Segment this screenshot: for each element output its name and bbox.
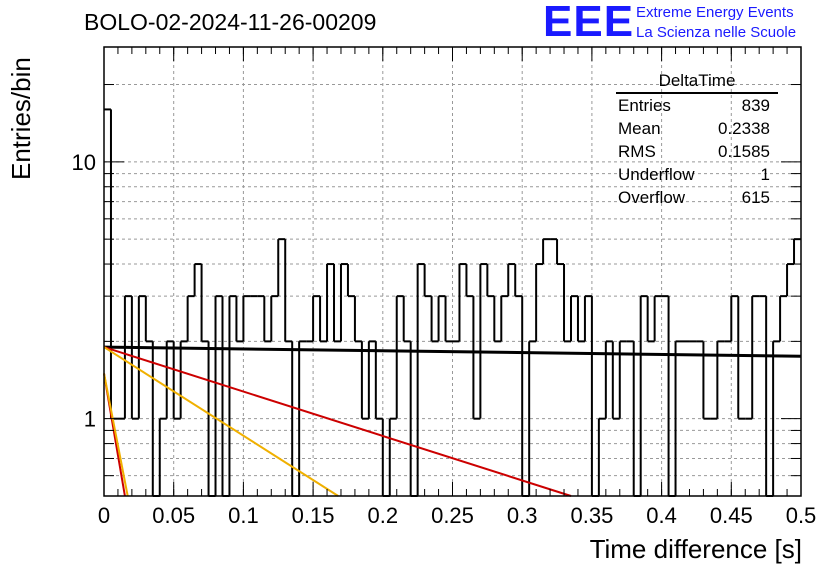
x-tick-label: 0.05: [152, 503, 195, 528]
histogram: [104, 108, 801, 497]
stats-title: DeltaTime: [616, 70, 778, 94]
stats-label: Overflow: [618, 188, 686, 207]
y-tick-label: 10: [72, 150, 96, 175]
stats-label: Underflow: [618, 165, 695, 184]
fit-line: [103, 346, 572, 497]
logo-line-2: La Scienza nelle Scuole: [636, 24, 797, 41]
stats-row-mean: Mean 0.2338: [610, 117, 778, 140]
stats-value: 839: [741, 96, 770, 115]
stats-value: 0.2338: [718, 119, 770, 138]
x-tick-label: 0: [98, 503, 110, 528]
eee-logo: EEE: [543, 0, 635, 46]
x-tick-label: 0.5: [786, 503, 817, 528]
logo-line-1: Extreme Energy Events: [636, 4, 794, 21]
x-axis-label: Time difference [s]: [589, 534, 802, 564]
stats-row-overflow: Overflow 615: [610, 186, 778, 209]
y-axis-label: Entries/bin: [6, 57, 36, 180]
x-tick-label: 0.35: [570, 503, 613, 528]
x-tick-label: 0.45: [710, 503, 753, 528]
x-tick-label: 0.1: [228, 503, 259, 528]
stats-row-underflow: Underflow 1: [610, 163, 778, 186]
stats-value: 615: [741, 188, 770, 207]
chart-title: BOLO-02-2024-11-26-00209: [84, 9, 377, 35]
stats-label: RMS: [618, 142, 656, 161]
stats-row-rms: RMS 0.1585: [610, 140, 778, 163]
stats-label: Entries: [618, 96, 671, 115]
stats-label: Mean: [618, 119, 661, 138]
x-tick-label: 0.2: [368, 503, 399, 528]
y-tick-label: 1: [84, 407, 96, 432]
stats-box: DeltaTime Entries 839 Mean 0.2338 RMS 0.…: [610, 70, 778, 209]
fit-line: [103, 373, 129, 497]
fit-line: [103, 346, 339, 497]
stats-row-entries: Entries 839: [610, 94, 778, 117]
tick-labels: 0 0.05 0.1 0.15 0.2 0.25 0.3 0.35 0.4 0.45 0.5 1 10: [72, 150, 817, 528]
x-tick-label: 0.4: [646, 503, 677, 528]
x-tick-label: 0.3: [507, 503, 538, 528]
axis-ticks: [103, 47, 802, 497]
fit-line: [103, 345, 802, 358]
x-tick-label: 0.25: [431, 503, 474, 528]
logo-caption: Extreme Energy Events La Scienza nelle S…: [636, 3, 796, 43]
stats-value: 1: [760, 165, 770, 184]
stats-value: 0.1585: [718, 142, 770, 161]
x-tick-label: 0.15: [292, 503, 335, 528]
fit-lines: [103, 345, 802, 497]
